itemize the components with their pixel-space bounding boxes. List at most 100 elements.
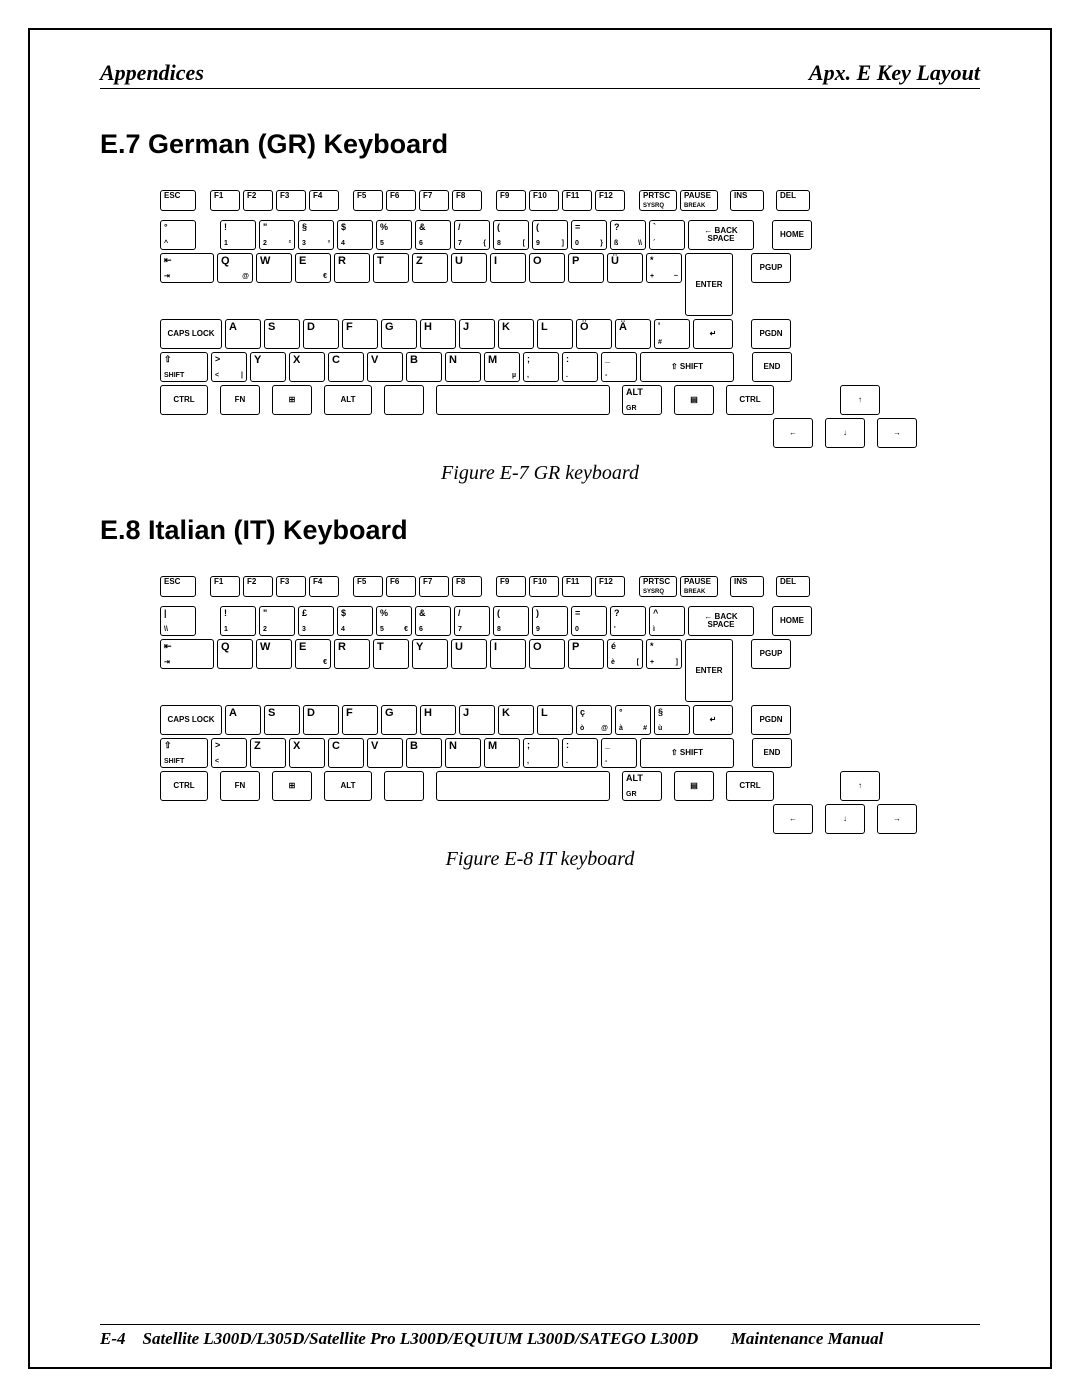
key: &6 bbox=[415, 220, 451, 250]
key: W bbox=[256, 639, 292, 669]
footer-doc: Maintenance Manual bbox=[731, 1329, 884, 1348]
key: ▤ bbox=[674, 771, 714, 801]
key: J bbox=[459, 705, 495, 735]
key bbox=[384, 771, 424, 801]
key: H bbox=[420, 705, 456, 735]
key: |\\ bbox=[160, 606, 196, 636]
key: B bbox=[406, 352, 442, 382]
key: PRTSCSYSRQ bbox=[639, 190, 677, 211]
key: ⇧ SHIFT bbox=[640, 352, 734, 382]
key: ENTER bbox=[685, 639, 733, 702]
key: Ö bbox=[576, 319, 612, 349]
key: ← bbox=[773, 418, 813, 448]
key: F7 bbox=[419, 190, 449, 211]
key: )9 bbox=[532, 606, 568, 636]
key: ALT bbox=[324, 385, 372, 415]
key: F bbox=[342, 705, 378, 735]
key: °^ bbox=[160, 220, 196, 250]
keyboard-it: ESCF1F2F3F4F5F6F7F8F9F10F11F12PRTSCSYSRQ… bbox=[160, 576, 920, 834]
key: CTRL bbox=[160, 771, 208, 801]
key: F4 bbox=[309, 576, 339, 597]
key: G bbox=[381, 705, 417, 735]
key: A bbox=[225, 319, 261, 349]
keyboard-gr: ESCF1F2F3F4F5F6F7F8F9F10F11F12PRTSCSYSRQ… bbox=[160, 190, 920, 448]
key: → bbox=[877, 804, 917, 834]
key: Y bbox=[250, 352, 286, 382]
key: Z bbox=[412, 253, 448, 283]
key: =0} bbox=[571, 220, 607, 250]
key: Ä bbox=[615, 319, 651, 349]
key: '# bbox=[654, 319, 690, 349]
key: F5 bbox=[353, 190, 383, 211]
caption-e7: Figure E-7 GR keyboard bbox=[100, 462, 980, 485]
key: R bbox=[334, 253, 370, 283]
footer-page: E-4 bbox=[100, 1329, 126, 1348]
key: ⊞ bbox=[272, 771, 312, 801]
key: ⇧ SHIFT bbox=[640, 738, 734, 768]
page-header: Appendices Apx. E Key Layout bbox=[100, 60, 980, 89]
key: R bbox=[334, 639, 370, 669]
key: ↵ bbox=[693, 319, 733, 349]
key: END bbox=[752, 738, 792, 768]
key: F1 bbox=[210, 576, 240, 597]
section-title-e8: E.8 Italian (IT) Keyboard bbox=[100, 515, 980, 546]
key: ;, bbox=[523, 738, 559, 768]
key: CTRL bbox=[726, 771, 774, 801]
key: ALTGR bbox=[622, 771, 662, 801]
key: °à# bbox=[615, 705, 651, 735]
key: F10 bbox=[529, 190, 559, 211]
key: PGDN bbox=[751, 319, 791, 349]
key: M bbox=[484, 738, 520, 768]
key: F1 bbox=[210, 190, 240, 211]
key: V bbox=[367, 738, 403, 768]
key: Q@ bbox=[217, 253, 253, 283]
key: G bbox=[381, 319, 417, 349]
key: ↓ bbox=[825, 418, 865, 448]
key: (8 bbox=[493, 606, 529, 636]
key: PRTSCSYSRQ bbox=[639, 576, 677, 597]
key: *+~ bbox=[646, 253, 682, 283]
key: F6 bbox=[386, 576, 416, 597]
key: ⇧SHIFT bbox=[160, 738, 208, 768]
key: V bbox=[367, 352, 403, 382]
key: /7 bbox=[454, 606, 490, 636]
key: $4 bbox=[337, 220, 373, 250]
key: ENTER bbox=[685, 253, 733, 316]
key: çò@ bbox=[576, 705, 612, 735]
key: U bbox=[451, 639, 487, 669]
key: ↓ bbox=[825, 804, 865, 834]
key: S bbox=[264, 705, 300, 735]
key: H bbox=[420, 319, 456, 349]
page-content: Appendices Apx. E Key Layout E.7 German … bbox=[100, 60, 980, 1349]
key: `´ bbox=[649, 220, 685, 250]
key: éè[ bbox=[607, 639, 643, 669]
key: N bbox=[445, 738, 481, 768]
key: F9 bbox=[496, 576, 526, 597]
key: F5 bbox=[353, 576, 383, 597]
key: F4 bbox=[309, 190, 339, 211]
key: F10 bbox=[529, 576, 559, 597]
key: T bbox=[373, 253, 409, 283]
key: F12 bbox=[595, 576, 625, 597]
footer-model: Satellite L300D/L305D/Satellite Pro L300… bbox=[143, 1329, 699, 1348]
key: S bbox=[264, 319, 300, 349]
key: P bbox=[568, 639, 604, 669]
key: FN bbox=[220, 771, 260, 801]
key: F11 bbox=[562, 190, 592, 211]
key: :. bbox=[562, 352, 598, 382]
key: !1 bbox=[220, 220, 256, 250]
section-title-e7: E.7 German (GR) Keyboard bbox=[100, 129, 980, 160]
key: _- bbox=[601, 738, 637, 768]
key: C bbox=[328, 738, 364, 768]
key: Z bbox=[250, 738, 286, 768]
key: DEL bbox=[776, 576, 810, 597]
key: %5 bbox=[376, 220, 412, 250]
key: X bbox=[289, 352, 325, 382]
key: ;, bbox=[523, 352, 559, 382]
key: >< bbox=[211, 738, 247, 768]
key: END bbox=[752, 352, 792, 382]
key: L bbox=[537, 705, 573, 735]
key: §ù bbox=[654, 705, 690, 735]
key: L bbox=[537, 319, 573, 349]
key: %5€ bbox=[376, 606, 412, 636]
